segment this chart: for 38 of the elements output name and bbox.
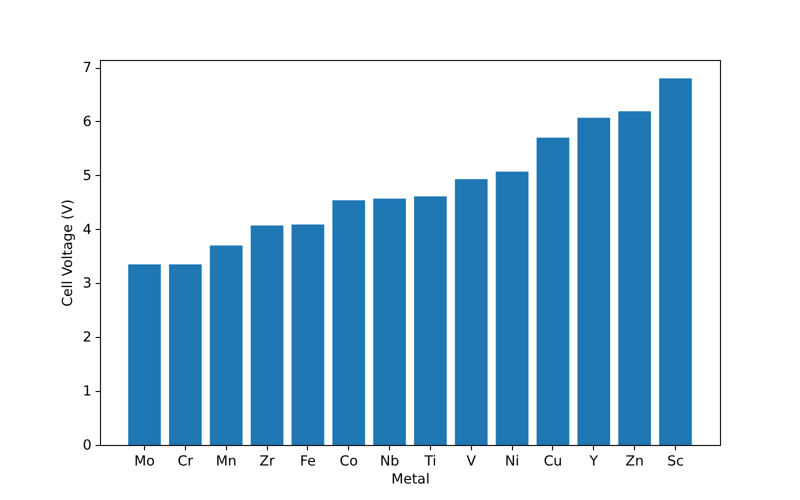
x-tick-label: Zr bbox=[259, 453, 275, 470]
bar bbox=[210, 245, 243, 445]
y-tick-label: 3 bbox=[82, 276, 92, 292]
x-tick-label: Zn bbox=[625, 453, 644, 470]
bar bbox=[292, 224, 324, 445]
x-tick-label: Ti bbox=[423, 453, 436, 470]
y-tick-label: 0 bbox=[82, 438, 92, 454]
bar bbox=[577, 118, 610, 445]
bar bbox=[454, 179, 488, 445]
bar bbox=[496, 172, 528, 445]
x-tick-label: Cr bbox=[178, 453, 194, 470]
bar bbox=[169, 264, 202, 445]
x-axis-title: Metal bbox=[391, 471, 430, 488]
y-axis-title: Cell Voltage (V) bbox=[60, 199, 76, 307]
bar bbox=[332, 200, 366, 445]
x-tick-label: Cu bbox=[544, 453, 562, 470]
y-tick-label: 5 bbox=[82, 168, 92, 184]
bar bbox=[414, 196, 447, 445]
x-tick-label: Ni bbox=[504, 453, 520, 470]
bar bbox=[536, 138, 570, 445]
x-tick-label: Nb bbox=[380, 453, 400, 470]
y-tick-label: 2 bbox=[82, 330, 92, 346]
bar bbox=[659, 78, 692, 445]
y-tick-label: 1 bbox=[82, 384, 92, 400]
bar bbox=[250, 226, 284, 445]
bar bbox=[373, 198, 406, 445]
y-tick-label: 6 bbox=[82, 114, 92, 130]
x-tick-label: Mo bbox=[134, 453, 155, 470]
x-tick-label: Fe bbox=[300, 453, 316, 470]
x-tick-label: V bbox=[466, 453, 477, 470]
bar bbox=[618, 111, 651, 445]
x-tick-label: Co bbox=[340, 453, 358, 470]
y-tick-label: 7 bbox=[82, 60, 92, 76]
y-tick-label: 4 bbox=[82, 222, 92, 238]
x-tick-label: Y bbox=[588, 453, 599, 470]
bar bbox=[128, 264, 161, 445]
x-tick-label: Mn bbox=[216, 453, 237, 470]
x-tick-label: Sc bbox=[667, 453, 684, 470]
